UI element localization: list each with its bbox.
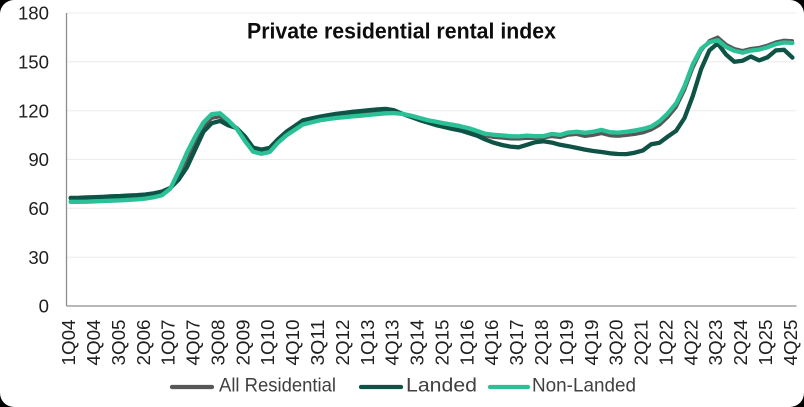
svg-text:4Q07: 4Q07 xyxy=(183,320,204,366)
svg-text:4Q13: 4Q13 xyxy=(382,320,403,366)
svg-text:4Q04: 4Q04 xyxy=(83,320,104,366)
svg-text:1Q19: 1Q19 xyxy=(556,320,577,366)
svg-text:4Q22: 4Q22 xyxy=(680,320,701,366)
svg-text:1Q16: 1Q16 xyxy=(456,320,477,366)
svg-text:2Q15: 2Q15 xyxy=(431,320,452,366)
svg-text:4Q25: 4Q25 xyxy=(780,320,801,366)
svg-text:3Q20: 3Q20 xyxy=(606,320,627,366)
svg-text:3Q08: 3Q08 xyxy=(208,320,229,366)
svg-text:1Q13: 1Q13 xyxy=(357,320,378,366)
svg-text:3Q11: 3Q11 xyxy=(307,320,328,366)
svg-text:Private residential rental ind: Private residential rental index xyxy=(247,18,557,43)
svg-text:1Q22: 1Q22 xyxy=(655,320,676,366)
svg-text:2Q12: 2Q12 xyxy=(332,320,353,366)
svg-text:Landed: Landed xyxy=(406,375,477,397)
svg-text:4Q19: 4Q19 xyxy=(581,320,602,366)
svg-text:1Q10: 1Q10 xyxy=(257,320,278,366)
svg-text:3Q05: 3Q05 xyxy=(108,320,129,366)
svg-text:4Q10: 4Q10 xyxy=(282,320,303,366)
svg-text:1Q04: 1Q04 xyxy=(58,320,79,366)
svg-text:1Q07: 1Q07 xyxy=(158,320,179,366)
svg-text:0: 0 xyxy=(39,296,49,317)
svg-text:150: 150 xyxy=(18,51,49,72)
svg-text:90: 90 xyxy=(28,149,49,170)
svg-text:All Residential: All Residential xyxy=(219,375,336,397)
svg-text:2Q24: 2Q24 xyxy=(730,320,751,366)
svg-text:4Q16: 4Q16 xyxy=(481,320,502,366)
svg-text:2Q06: 2Q06 xyxy=(133,320,154,366)
svg-text:1Q25: 1Q25 xyxy=(755,320,776,366)
svg-text:2Q21: 2Q21 xyxy=(631,320,652,366)
svg-text:3Q17: 3Q17 xyxy=(506,320,527,366)
svg-text:120: 120 xyxy=(18,100,49,121)
svg-text:3Q23: 3Q23 xyxy=(705,320,726,366)
svg-text:30: 30 xyxy=(28,247,49,268)
svg-text:3Q14: 3Q14 xyxy=(407,320,428,366)
svg-text:2Q09: 2Q09 xyxy=(232,320,253,366)
svg-text:60: 60 xyxy=(28,198,49,219)
svg-text:Non-Landed: Non-Landed xyxy=(532,375,636,397)
svg-text:180: 180 xyxy=(18,3,49,24)
svg-text:2Q18: 2Q18 xyxy=(531,320,552,366)
